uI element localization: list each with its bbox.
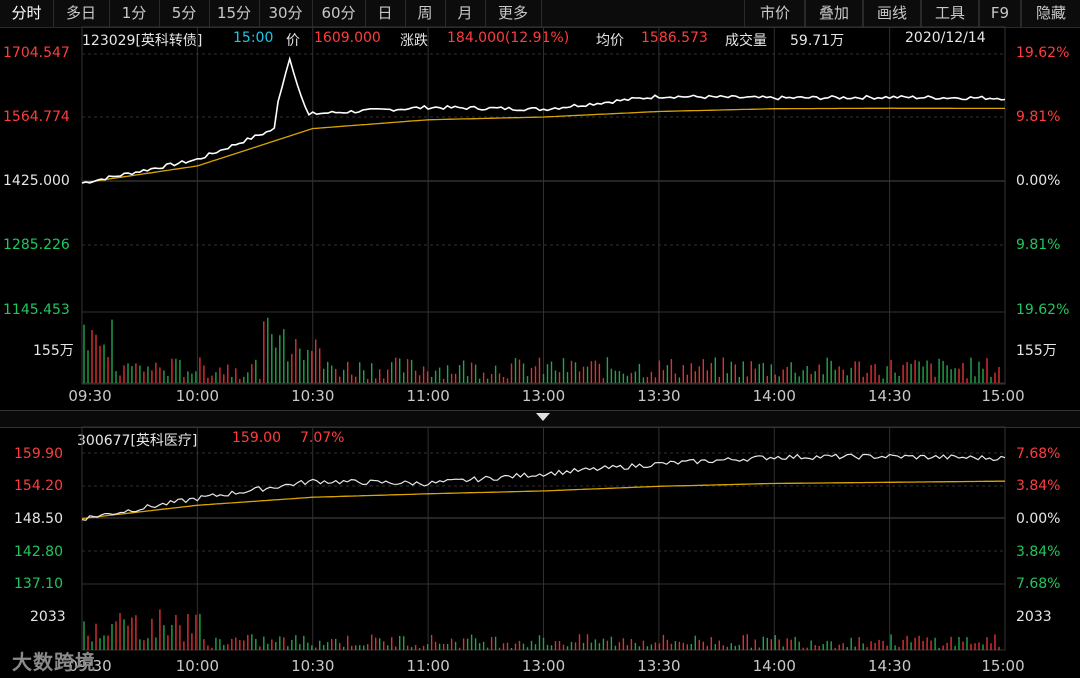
top-y-right-0: 19.62% — [1016, 45, 1070, 61]
bot-y-right-1: 3.84% — [1016, 478, 1061, 494]
bot-volume-axis-left: 2033 — [30, 609, 66, 625]
change-value: 184.000(12.91%) — [447, 30, 570, 46]
bond-code: 123029[英科转债] — [82, 33, 203, 49]
bot-x-tick-3: 11:00 — [406, 657, 450, 675]
toolbar-right-item-3[interactable]: 工具 — [920, 0, 980, 27]
toolbar-right-item-4[interactable]: F9 — [978, 0, 1022, 27]
toolbar-item-10[interactable]: 更多 — [485, 0, 542, 27]
bot-x-tick-4: 13:00 — [521, 657, 566, 675]
top-x-tick-3: 11:00 — [406, 387, 450, 405]
toolbar-item-8[interactable]: 周 — [405, 0, 446, 27]
top-volume-axis-left: 155万 — [33, 343, 74, 359]
volume-value: 59.71万 — [790, 33, 845, 49]
stock-price: 159.00 — [232, 430, 281, 446]
bot-x-tick-5: 13:30 — [637, 657, 681, 675]
avg-label: 均价 — [596, 33, 624, 49]
bot-y-left-4: 137.10 — [14, 576, 63, 592]
stock-code: 300677[英科医疗] — [77, 433, 198, 449]
toolbar-right-item-1[interactable]: 叠加 — [804, 0, 864, 27]
toolbar-right-item-5[interactable]: 隐藏 — [1020, 0, 1080, 27]
bot-y-left-0: 159.90 — [14, 446, 63, 462]
toolbar-item-6[interactable]: 60分 — [312, 0, 366, 27]
top-y-left-0: 1704.547 — [3, 45, 70, 61]
date-label: 2020/12/14 — [905, 30, 986, 46]
toolbar-item-9[interactable]: 月 — [445, 0, 486, 27]
toolbar: 分时 多日 1分 5分 15分 30分 60分日周月更多 市价 叠加 画线 工具 F9 隐藏 — [0, 0, 1080, 28]
bot-x-tick-0: 09:30 — [68, 657, 112, 675]
toolbar-item-7[interactable]: 日 — [365, 0, 406, 27]
top-y-right-1: 9.81% — [1016, 109, 1061, 125]
toolbar-item-0[interactable]: 分时 — [0, 0, 54, 27]
bot-x-tick-2: 10:30 — [291, 657, 335, 675]
top-price-line — [81, 55, 1006, 184]
price-label: 价 — [286, 33, 300, 49]
bot-x-tick-6: 14:00 — [752, 657, 796, 675]
top-x-tick-5: 13:30 — [637, 387, 681, 405]
bot-y-left-1: 154.20 — [14, 478, 63, 494]
toolbar-item-5[interactable]: 30分 — [259, 0, 313, 27]
bot-x-tick-1: 10:00 — [175, 657, 219, 675]
top-y-right-3: 9.81% — [1016, 237, 1061, 253]
top-x-tick-0: 09:30 — [68, 387, 112, 405]
top-y-left-4: 1145.453 — [3, 302, 70, 318]
bot-avg-line — [81, 480, 1005, 520]
top-x-tick-4: 13:00 — [521, 387, 566, 405]
toolbar-item-2[interactable]: 1分 — [109, 0, 160, 27]
volume-label: 成交量 — [725, 33, 767, 49]
bot-y-right-3: 3.84% — [1016, 544, 1061, 560]
bot-y-right-2: 0.00% — [1016, 511, 1061, 527]
top-avg-line — [81, 107, 1005, 184]
watermark: 大数跨境 — [12, 650, 96, 674]
bot-x-tick-8: 15:00 — [981, 657, 1025, 675]
bot-y-left-2: 148.50 — [14, 511, 63, 527]
bot-y-right-4: 7.68% — [1016, 576, 1061, 592]
avg-value: 1586.573 — [641, 30, 708, 46]
toolbar-item-3[interactable]: 5分 — [159, 0, 210, 27]
bot-price-line — [81, 453, 1006, 521]
price-value: 1609.000 — [314, 30, 381, 46]
top-x-tick-2: 10:30 — [291, 387, 335, 405]
top-x-tick-8: 15:00 — [981, 387, 1025, 405]
time-label: 15:00 — [233, 30, 274, 46]
top-y-left-2: 1425.000 — [3, 173, 70, 189]
toolbar-right-item-0[interactable]: 市价 — [744, 0, 806, 27]
top-y-left-1: 1564.774 — [3, 109, 70, 125]
toolbar-item-4[interactable]: 15分 — [209, 0, 260, 27]
toolbar-right-item-2[interactable]: 画线 — [862, 0, 922, 27]
stock-pct: 7.07% — [300, 430, 345, 446]
bot-y-right-0: 7.68% — [1016, 446, 1061, 462]
bot-x-tick-7: 14:30 — [868, 657, 912, 675]
toolbar-item-1[interactable]: 多日 — [53, 0, 110, 27]
top-x-tick-1: 10:00 — [175, 387, 219, 405]
top-y-left-3: 1285.226 — [3, 237, 70, 253]
change-label: 涨跌 — [400, 33, 428, 49]
collapse-arrow-icon[interactable] — [536, 413, 550, 421]
top-volume-axis-right: 155万 — [1016, 343, 1057, 359]
top-x-tick-7: 14:30 — [868, 387, 912, 405]
top-y-right-2: 0.00% — [1016, 173, 1061, 189]
bot-volume-axis-right: 2033 — [1016, 609, 1052, 625]
top-y-right-4: 19.62% — [1016, 302, 1070, 318]
bot-y-left-3: 142.80 — [14, 544, 63, 560]
top-x-tick-6: 14:00 — [752, 387, 796, 405]
